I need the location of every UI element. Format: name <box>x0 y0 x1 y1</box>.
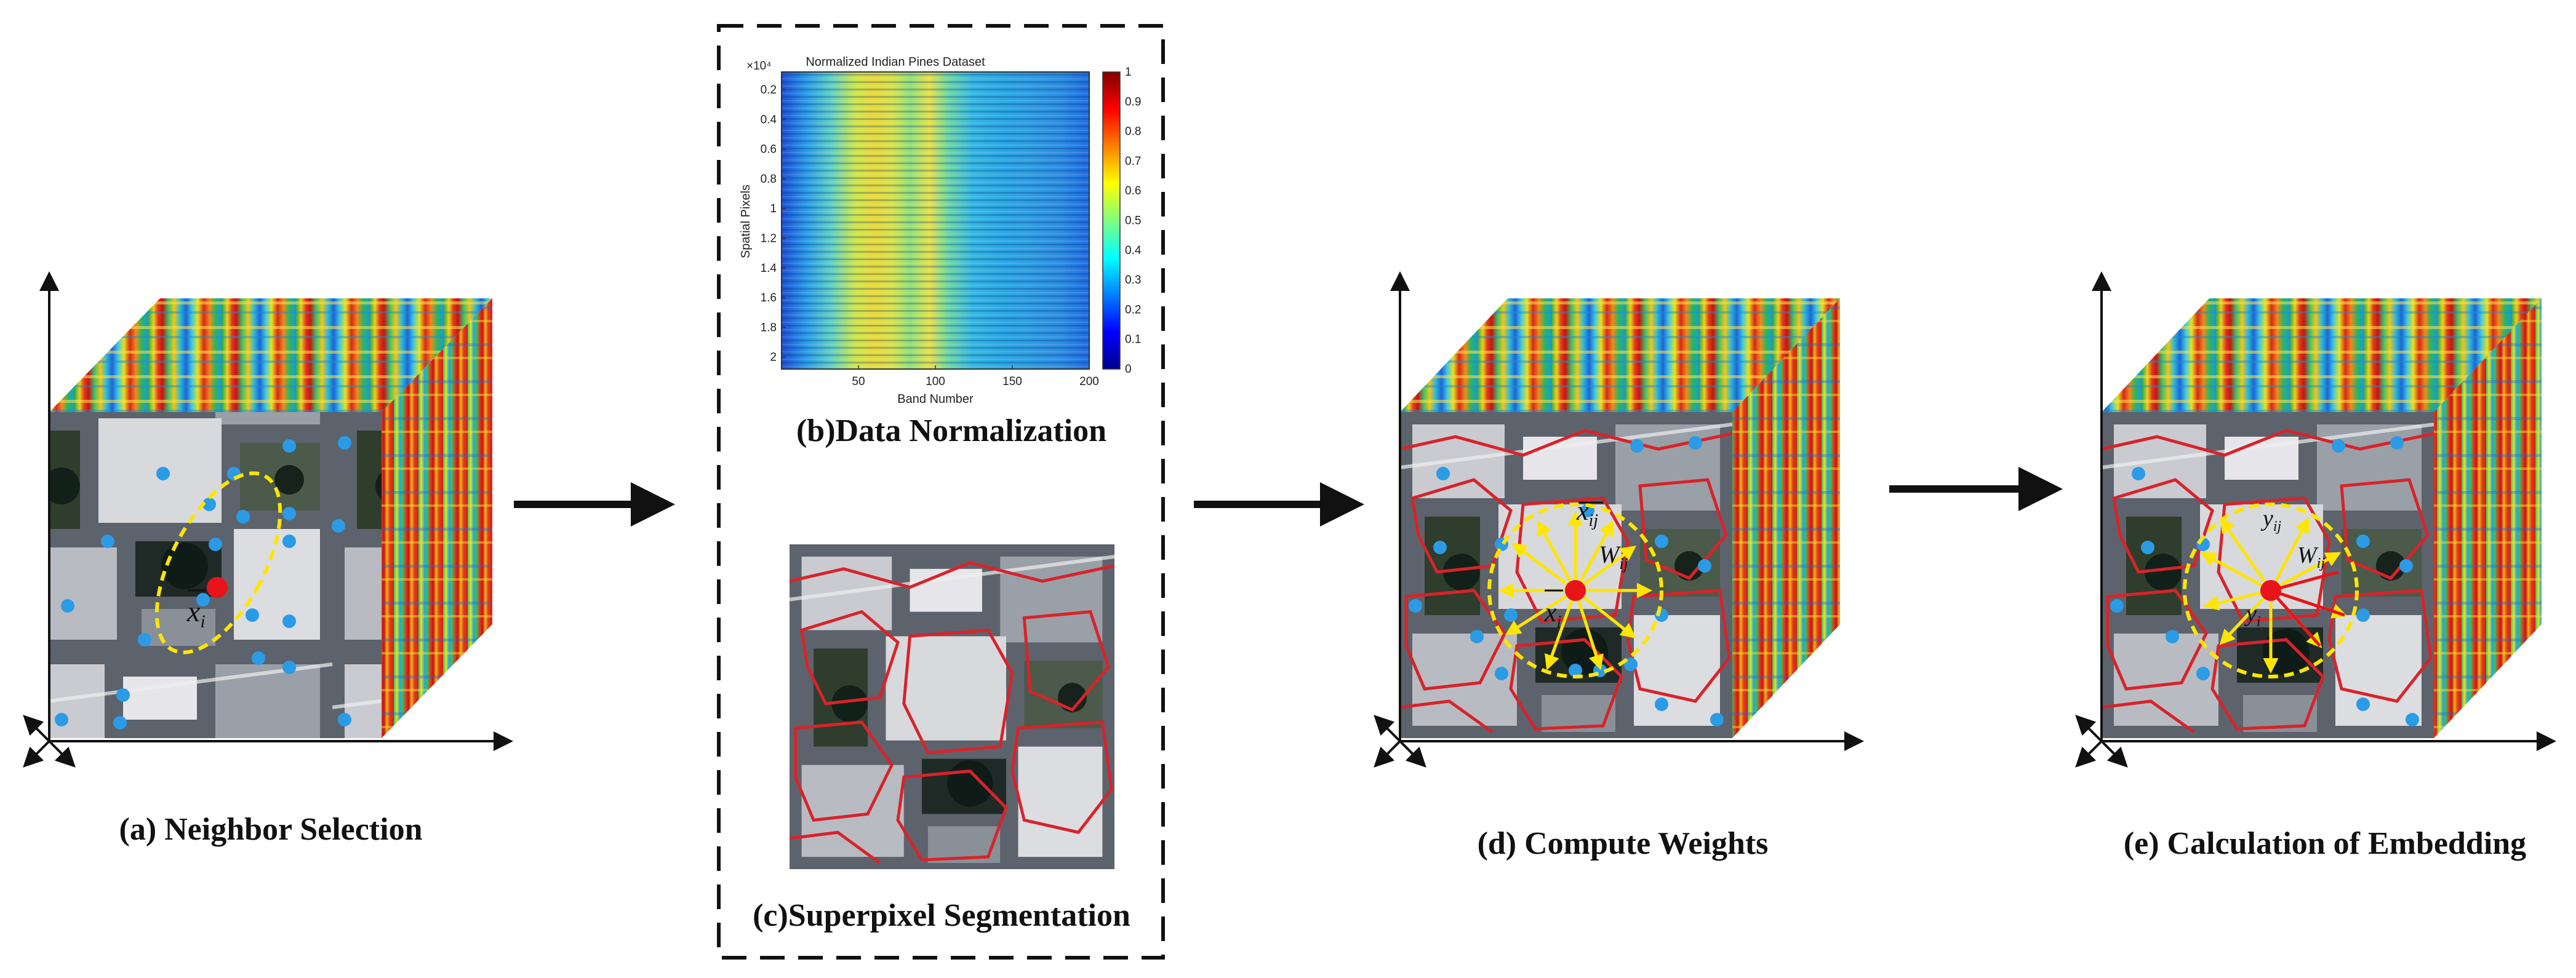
neighbor-points <box>1409 436 1724 726</box>
axis-depth-b <box>48 740 76 768</box>
heatmap-rows <box>782 72 1089 369</box>
axis-depth-c <box>1374 715 1401 742</box>
cube-top-face <box>49 298 492 412</box>
axis-depth-b <box>2100 740 2128 768</box>
caption-b: (b)Data Normalization <box>796 413 1106 448</box>
heatmap-xtick-label: 50 <box>852 375 865 388</box>
axis-depth-c <box>23 715 50 742</box>
neighborhood-ellipse <box>154 471 282 654</box>
caption-a: (a) Neighbor Selection <box>119 812 423 847</box>
label-xij-d: xij <box>1576 496 1598 530</box>
heatmap-ytick-label: 1.4 <box>761 262 777 275</box>
neighbor-points <box>2110 436 2419 726</box>
colorbar-tick-label: 0.3 <box>1125 274 1141 287</box>
heatmap-ytick-label: 1.2 <box>761 232 777 245</box>
label-wij-d: Wij <box>1599 541 1628 573</box>
embedding-red-arrows <box>2270 570 2345 647</box>
colorbar-tick-label: 0.6 <box>1125 185 1141 197</box>
cube-embedding: yij Wij yi <box>2075 271 2556 768</box>
colorbar-tick-label: 1 <box>1125 66 1132 79</box>
axis-depth-a <box>23 740 50 768</box>
heatmap-ylabel: Spatial Pixels <box>739 185 753 258</box>
colorbar-ticks: 0 0.1 0.2 0.3 0.4 0.5 0.6 0.7 0.8 0.9 1 <box>1125 66 1142 376</box>
cube-top-face <box>1400 298 1840 412</box>
heatmap-xtick-label: 100 <box>926 375 945 388</box>
heatmap-ytick-label: 0.6 <box>761 143 777 156</box>
colorbar-tick-label: 0.7 <box>1125 155 1141 168</box>
cube-top-face <box>2102 298 2542 412</box>
caption-c: (c)Superpixel Segmentation <box>753 898 1130 933</box>
label-wij-e: Wij <box>2297 543 2325 571</box>
heatmap-xticks: 50 100 150 200 <box>852 365 1099 388</box>
cube-side-face <box>382 298 492 738</box>
center-point <box>2260 580 2281 601</box>
center-point <box>1565 580 1586 601</box>
heatmap-ytick-label: 1 <box>770 202 777 215</box>
colorbar-tick-label: 0.8 <box>1125 125 1141 138</box>
colorbar-tick-label: 0.9 <box>1125 95 1141 108</box>
label-yij-e: yij <box>2260 506 2282 535</box>
label-xi-a: xi <box>186 595 206 632</box>
neighborhood-circle <box>2183 503 2359 678</box>
heatmap-ytick-label: 1.8 <box>761 321 777 334</box>
heatmap-ytick-label: 2 <box>770 351 777 364</box>
cube-front-segmented <box>2102 412 2434 738</box>
colorbar-tick-label: 0.5 <box>1125 215 1141 228</box>
label-xi-d: xi <box>1544 597 1561 632</box>
colorbar-tick-label: 0.2 <box>1125 303 1141 316</box>
axis-depth-a <box>2075 740 2103 768</box>
superpixel-image <box>790 544 1114 869</box>
cube-front-aerial-image <box>49 412 382 738</box>
heatmap-exponent: ×10⁴ <box>746 60 771 73</box>
colorbar-tick-label: 0.1 <box>1125 333 1141 346</box>
heatmap-ytick-label: 0.8 <box>761 173 777 186</box>
colorbar-tick-label: 0.4 <box>1125 244 1142 257</box>
heatmap-xtick-label: 150 <box>1002 375 1022 388</box>
caption-d: (d) Compute Weights <box>1478 826 1769 861</box>
heatmap-ytick-label: 1.6 <box>761 292 777 304</box>
heatmap-ytick-label: 0.4 <box>761 113 777 126</box>
axis-depth-a <box>1374 740 1401 768</box>
heatmap-yticks: 0.2 0.4 0.6 0.8 1 1.2 1.4 1.6 1.8 2 <box>761 84 785 364</box>
heatmap-xlabel: Band Number <box>897 392 974 406</box>
heatmap-ytick-label: 0.2 <box>761 84 777 97</box>
heatmap-title: Normalized Indian Pines Dataset <box>806 55 985 69</box>
cube-compute-weights: xij Wij xi <box>1374 271 1864 768</box>
caption-e: (e) Calculation of Embedding <box>2124 826 2526 861</box>
axis-depth-c <box>2075 715 2103 742</box>
colorbar-tick-label: 0 <box>1125 363 1132 376</box>
colorbar <box>1102 71 1121 370</box>
label-yi-e: yi <box>2244 601 2261 630</box>
center-point <box>207 577 228 598</box>
cube-neighbor-selection: xi <box>23 271 513 768</box>
neighborhood-circle <box>1487 503 1663 678</box>
weight-arrows <box>1498 511 1652 670</box>
cube-side-face <box>1732 298 1840 738</box>
axis-depth-b <box>1399 740 1426 768</box>
heatmap-xtick-label: 200 <box>1079 375 1099 388</box>
cube-side-face <box>2434 298 2542 738</box>
normalized-heatmap: Normalized Indian Pines Dataset ×10⁴ 0.2… <box>739 55 1142 406</box>
neighbor-points <box>55 436 351 730</box>
